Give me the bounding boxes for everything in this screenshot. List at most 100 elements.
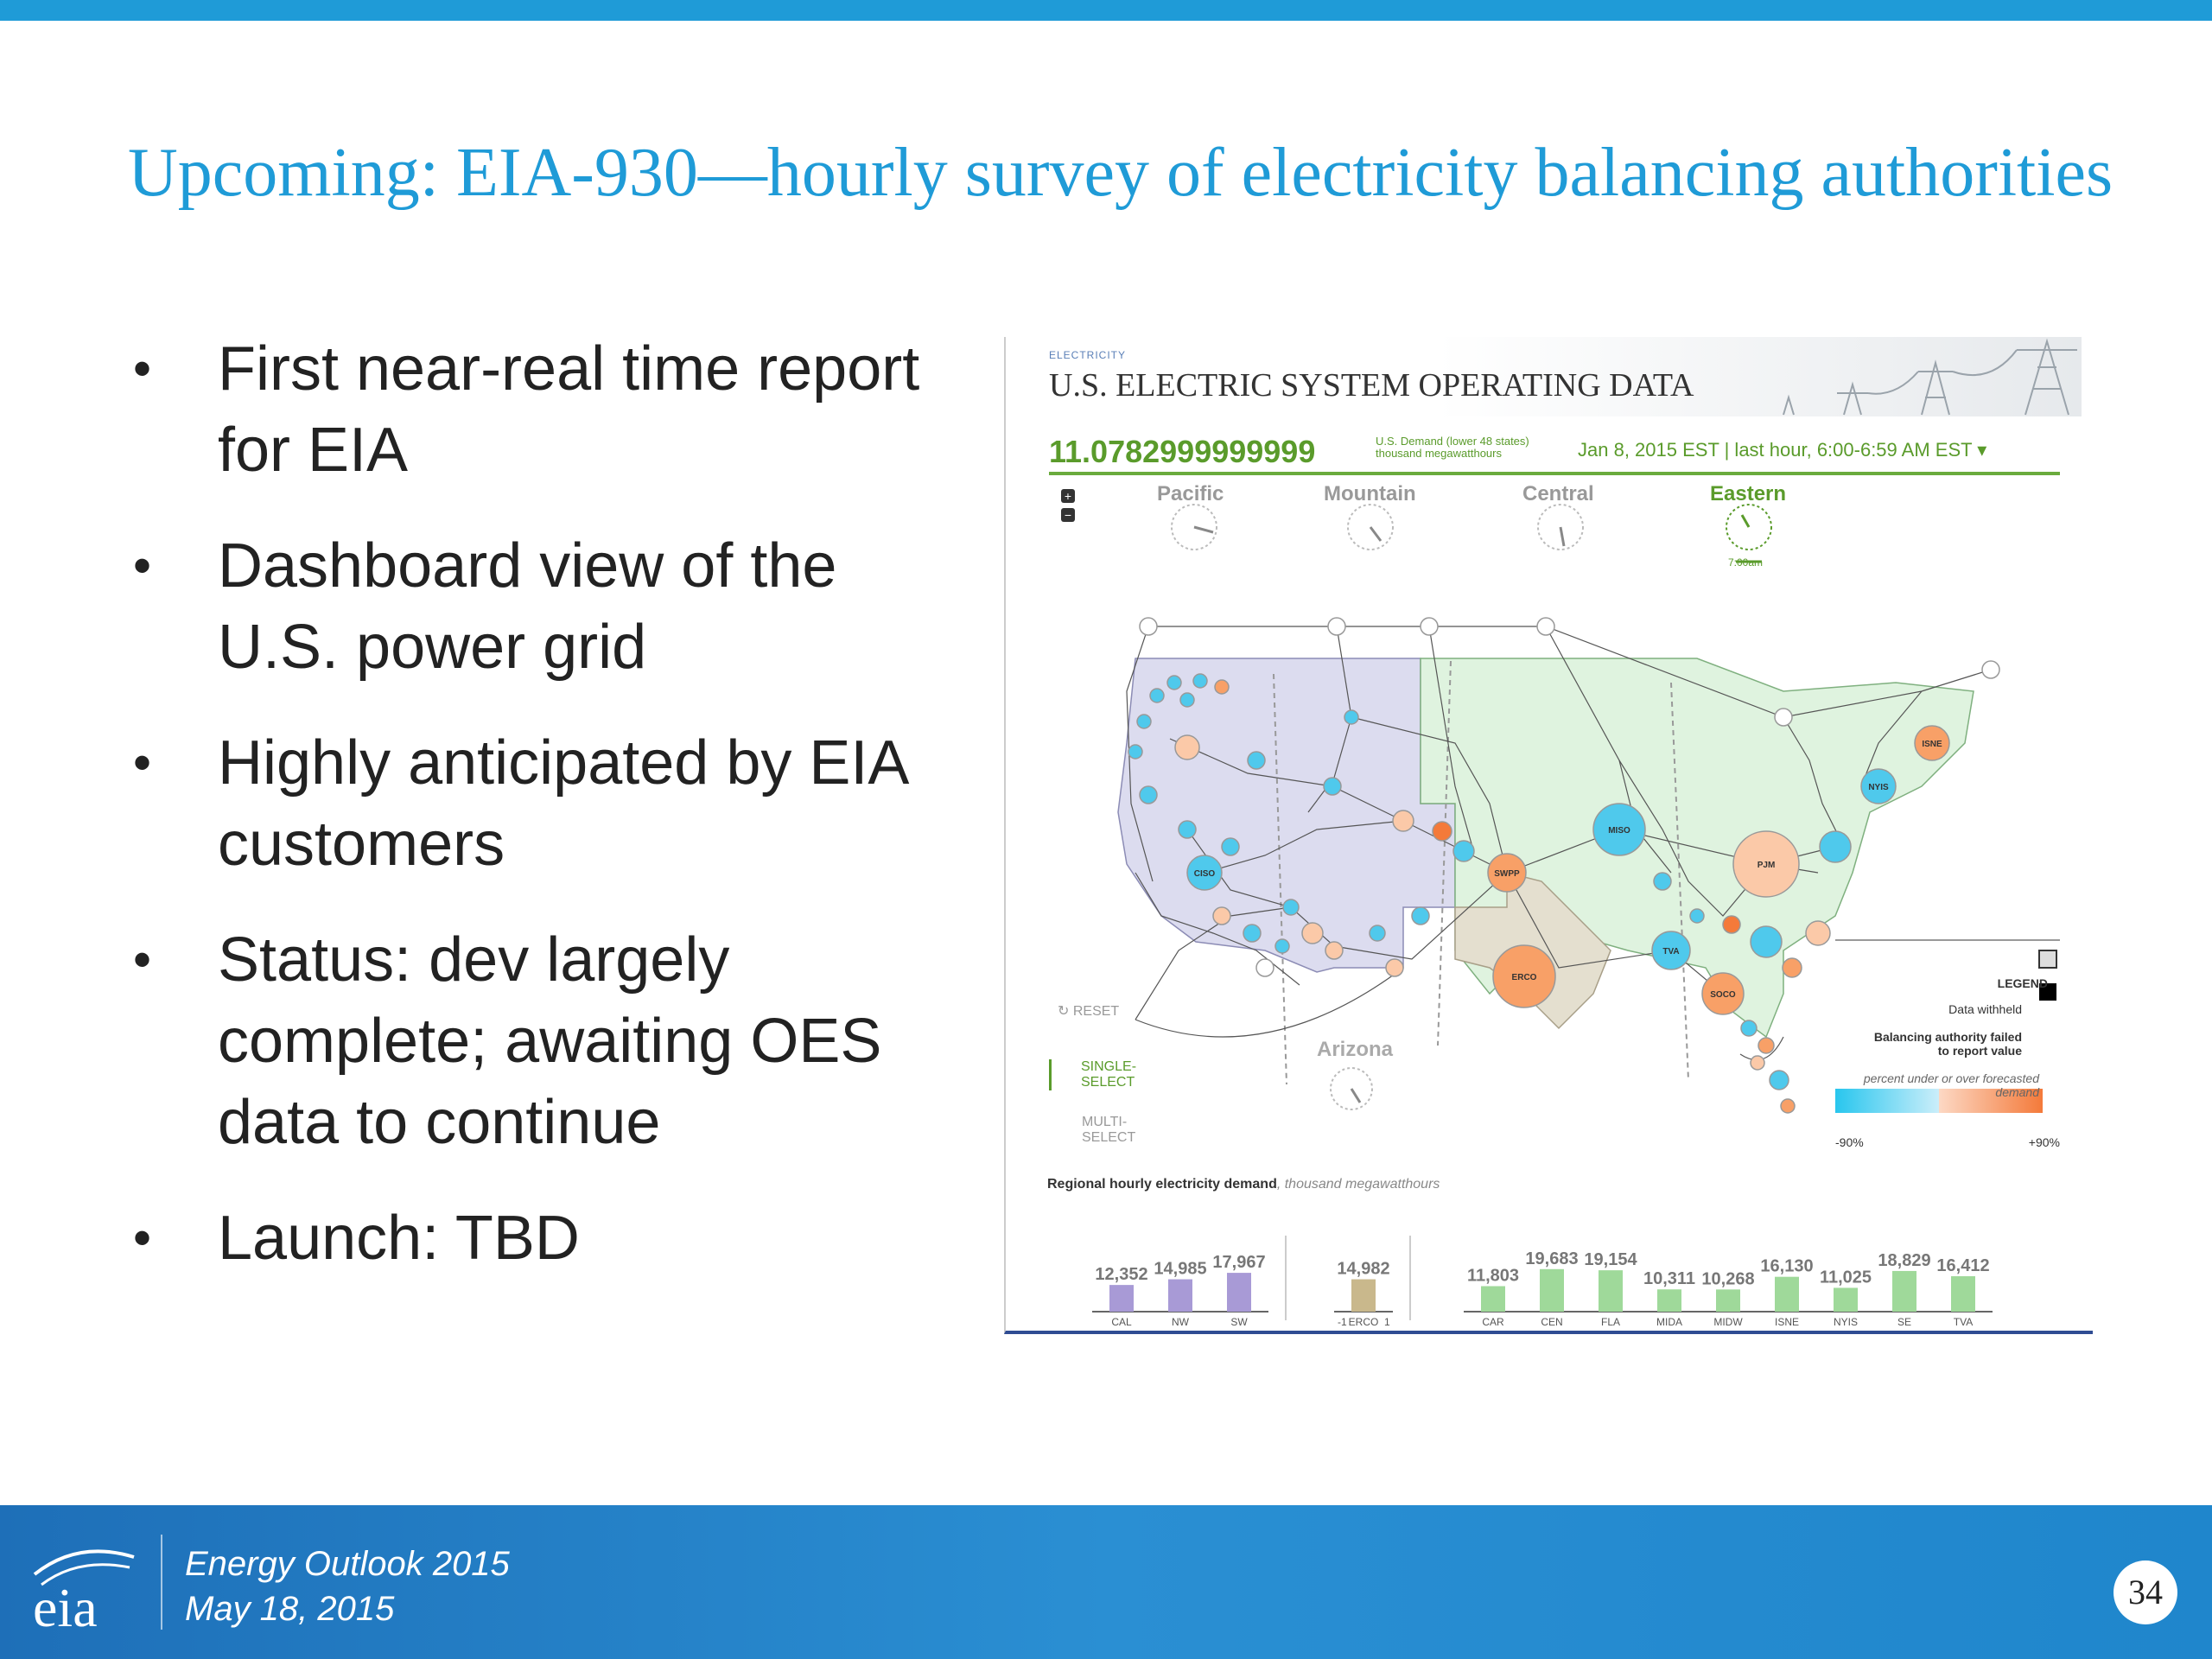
zone-label-eastern[interactable]: Eastern	[1710, 482, 1787, 505]
multi-select-button[interactable]: MULTI- SELECT	[1082, 1115, 1136, 1145]
zone-label-pacific[interactable]: Pacific	[1157, 482, 1224, 505]
category-tick-label: FLA	[1601, 1316, 1620, 1328]
footer-divider	[161, 1535, 162, 1630]
us-demand-value: 11.0782999999999	[1049, 434, 1316, 469]
clock-icons	[1171, 504, 1772, 563]
transmission-tower-icon	[1783, 338, 2077, 416]
node-label-soco: SOCO	[1710, 990, 1736, 1000]
bar-value-label: 14,985	[1154, 1260, 1206, 1279]
date-selector[interactable]: Jan 8, 2015 EST | last hour, 6:00-6:59 A…	[1578, 439, 1987, 461]
category-tick-label: SE	[1897, 1316, 1911, 1328]
node-label-ciso: CISO	[1194, 869, 1216, 879]
dashboard-screenshot: ELECTRICITY U.S. ELECTRIC SYSTEM OPERATI…	[1004, 337, 2093, 1334]
category-tick-label: CAR	[1482, 1316, 1504, 1328]
category-tick-label: MIDA	[1656, 1316, 1682, 1328]
legend-color-scale	[1835, 1089, 2043, 1113]
category-tick-label: TVA	[1954, 1316, 1973, 1328]
bar-mida	[1657, 1289, 1681, 1312]
bullet-icon: •	[133, 537, 152, 594]
bullet-text: Dashboard view of the U.S. power grid	[218, 531, 837, 682]
bar-value-label: 19,154	[1584, 1250, 1637, 1269]
category-tick-label: CEN	[1541, 1316, 1562, 1328]
bar-sw	[1227, 1273, 1251, 1312]
bar-cen	[1540, 1268, 1564, 1312]
category-tick-label: NYIS	[1834, 1316, 1858, 1328]
node-label-nyis: NYIS	[1868, 783, 1889, 792]
top-accent-bar	[0, 0, 2212, 21]
legend-title: LEGEND	[1997, 976, 2048, 990]
bar-value-label: 10,268	[1701, 1269, 1754, 1288]
arizona-clock-icon	[1330, 1067, 1373, 1110]
legend-failed-label: Balancing authority failed to report valu…	[1873, 1030, 2022, 1058]
bar-isne	[1775, 1276, 1799, 1312]
reset-button[interactable]: ↻ RESET	[1058, 1004, 1120, 1019]
legend-scale-max: +90%	[2028, 1135, 2060, 1149]
bar-tva	[1951, 1275, 1975, 1312]
bar-value-label: 19,683	[1525, 1249, 1578, 1268]
bullet-item: • Status: dev largely complete; awaiting …	[128, 919, 923, 1163]
category-tick-label: NW	[1172, 1316, 1190, 1328]
bar-value-label: 12,352	[1095, 1265, 1147, 1284]
legend-withheld-label: Data withheld	[1948, 1002, 2022, 1016]
slide-footer: eia Energy Outlook 2015 May 18, 2015	[0, 1505, 2212, 1659]
regional-demand-chart: 12,352 CAL 14,985 NW 17,967 SW 14,982 ERCO-1 1 11…	[1092, 1236, 1993, 1328]
node-label-miso: MISO	[1608, 826, 1630, 836]
bar-midw	[1716, 1289, 1740, 1312]
bar-cal	[1109, 1285, 1134, 1312]
footer-text: Energy Outlook 2015 May 18, 2015	[185, 1541, 510, 1631]
legend-scale-min: -90%	[1835, 1135, 1864, 1149]
bar-se	[1892, 1270, 1916, 1312]
bar-nyis	[1834, 1287, 1858, 1312]
slide-title: Upcoming: EIA-930—hourly survey of elect…	[128, 135, 2113, 211]
bullet-list: • First near-real time report for EIA • Da…	[128, 328, 923, 1313]
bullet-item: • Launch: TBD	[128, 1198, 923, 1279]
legend-failed-swatch	[2039, 983, 2056, 1001]
eia-logo-text: eia	[33, 1577, 98, 1635]
category-tick-label: MIDW	[1713, 1316, 1743, 1328]
bar-erco	[1351, 1279, 1376, 1312]
node-label-swpp: SWPP	[1494, 869, 1520, 879]
single-select-button[interactable]: SINGLE- SELECT	[1049, 1059, 1136, 1090]
bar-value-label: 11,025	[1820, 1268, 1872, 1287]
eia-logo: eia	[33, 1549, 135, 1635]
axis-tick-label: 1	[1384, 1316, 1390, 1328]
map-legend: LEGEND Data withheld Balancing authority…	[1835, 976, 2060, 1156]
category-tick-label: SW	[1230, 1316, 1248, 1328]
bar-value-label: 18,829	[1878, 1251, 1930, 1270]
zone-label-central[interactable]: Central	[1522, 482, 1594, 505]
bullet-text: Launch: TBD	[218, 1204, 580, 1273]
us-grid-map[interactable]: CISO MISO PJM SWPP ERCO TVA SOCO NYIS IS…	[1006, 588, 2093, 1123]
bar-value-label: 10,311	[1643, 1269, 1695, 1288]
bullet-text: Status: dev largely complete; awaiting O…	[218, 925, 882, 1157]
bullet-icon: •	[133, 340, 152, 397]
node-label-erco: ERCO	[1512, 973, 1537, 982]
node-label-tva: TVA	[1662, 947, 1679, 957]
category-tick-label: ERCO	[1349, 1316, 1379, 1328]
zone-label-mountain[interactable]: Mountain	[1324, 482, 1416, 505]
arizona-label: Arizona	[1317, 1038, 1394, 1061]
bar-value-label: 14,982	[1337, 1260, 1389, 1279]
footer-event: Energy Outlook 2015	[185, 1545, 510, 1583]
bullet-item: • Highly anticipated by EIA customers	[128, 722, 923, 885]
bullet-icon: •	[133, 1209, 152, 1267]
bar-value-label: 16,412	[1936, 1256, 1989, 1275]
node-label-pjm: PJM	[1758, 861, 1776, 870]
node-label-isne: ISNE	[1922, 740, 1942, 749]
us-demand-unit: U.S. Demand (lower 48 states) thousand me…	[1376, 435, 1529, 460]
dashboard-eyebrow: ELECTRICITY	[1049, 349, 1127, 361]
bar-value-label: 11,803	[1467, 1266, 1519, 1285]
bullet-text: First near-real time report for EIA	[218, 334, 920, 485]
legend-scale-labels: -90% +90%	[1835, 1135, 2060, 1156]
legend-withheld-swatch	[2038, 950, 2057, 969]
balancing-authority-nodes	[1128, 617, 2000, 1114]
page-number: 34	[2113, 1560, 2177, 1624]
bar-fla	[1599, 1270, 1623, 1312]
bullet-icon: •	[133, 931, 152, 988]
legend-scale-note: percent under or over forecasted demand	[1863, 1071, 2039, 1099]
zoom-out-button[interactable]: −	[1061, 508, 1075, 522]
category-tick-label: ISNE	[1775, 1316, 1799, 1328]
footer-date: May 18, 2015	[185, 1590, 395, 1628]
axis-tick-label: -1	[1338, 1316, 1347, 1328]
bar-value-label: 17,967	[1212, 1253, 1265, 1272]
zoom-in-button[interactable]: +	[1061, 489, 1075, 503]
